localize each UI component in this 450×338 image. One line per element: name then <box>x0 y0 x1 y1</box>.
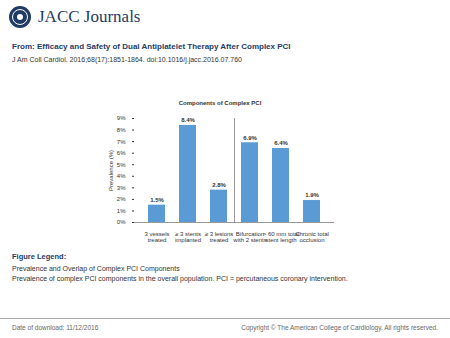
svg-text:Bifurcationwith 2 stents: Bifurcationwith 2 stents <box>232 231 266 243</box>
svg-text:5%: 5% <box>117 162 126 168</box>
svg-text:> 60 mm totalstent length: > 60 mm totalstent length <box>263 231 300 243</box>
svg-text:4%: 4% <box>117 173 126 179</box>
svg-text:≥ 3 stentsimplanted: ≥ 3 stentsimplanted <box>175 231 201 243</box>
svg-text:8.4%: 8.4% <box>181 117 195 123</box>
svg-text:Chronic totalocclusion: Chronic totalocclusion <box>295 231 329 243</box>
svg-text:9%: 9% <box>117 115 126 121</box>
html-text:Date of download: 11/12/2016: Date of download: 11/12/2016 <box>12 324 99 331</box>
svg-text:2%: 2% <box>117 196 126 202</box>
html-text:Copyright © The American Colle: Copyright © The American College of Card… <box>241 324 438 331</box>
svg-text:Prevalence (%): Prevalence (%) <box>108 150 114 191</box>
svg-text:6.9%: 6.9% <box>243 135 257 141</box>
svg-text:1.5%: 1.5% <box>150 197 164 203</box>
svg-text:8%: 8% <box>117 127 126 133</box>
svg-text:3 vesselstreated: 3 vesselstreated <box>144 231 169 243</box>
svg-text:0%: 0% <box>117 219 126 225</box>
svg-text:≥ 3 lesionstreated: ≥ 3 lesionstreated <box>205 231 234 243</box>
svg-text:1.9%: 1.9% <box>305 192 319 198</box>
html-text:From: Efficacy and Safety of D: From: Efficacy and Safety of Dual Antipl… <box>12 42 291 51</box>
html-text:Prevalence and Overlap of Comp: Prevalence and Overlap of Complex PCI Co… <box>12 265 180 272</box>
svg-text:6.4%: 6.4% <box>274 140 288 146</box>
svg-text:3%: 3% <box>117 185 126 191</box>
html-text:Prevalence of complex PCI comp: Prevalence of complex PCI components in … <box>12 275 348 282</box>
svg-text:1%: 1% <box>117 208 126 214</box>
svg-text:7%: 7% <box>117 139 126 145</box>
html-text:JACC Journals: JACC Journals <box>38 7 141 26</box>
svg-text:6%: 6% <box>117 150 126 156</box>
html-text:Components of Complex PCI: Components of Complex PCI <box>178 100 262 106</box>
html-text:Figure Legend:: Figure Legend: <box>12 252 67 261</box>
svg-text:2.8%: 2.8% <box>212 182 226 188</box>
html-text:J Am Coll Cardiol. 2016;68(17): J Am Coll Cardiol. 2016;68(17):1851-1864… <box>12 56 242 63</box>
